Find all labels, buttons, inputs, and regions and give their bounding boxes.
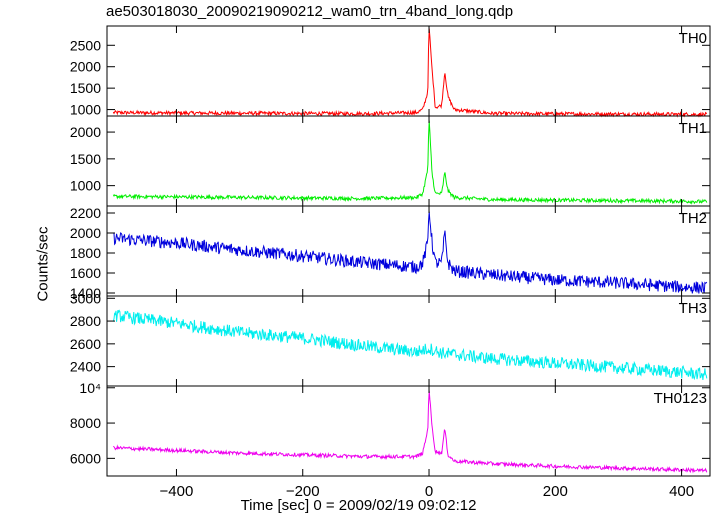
y-tick-label: 8000 bbox=[70, 415, 101, 431]
y-tick-label: 1500 bbox=[70, 151, 101, 167]
x-tick-label: −400 bbox=[160, 483, 194, 500]
series-line-th0123 bbox=[113, 390, 708, 474]
x-tick-label: 200 bbox=[543, 483, 568, 500]
y-tick-label: 2000 bbox=[70, 59, 101, 75]
y-tick-label: 2400 bbox=[70, 359, 101, 375]
x-tick-label: 400 bbox=[669, 483, 694, 500]
panel-label: TH2 bbox=[679, 210, 707, 227]
panel-label: TH1 bbox=[679, 120, 707, 137]
x-axis-label: Time [sec] 0 = 2009/02/19 09:02:12 bbox=[240, 497, 477, 514]
y-tick-label: 2200 bbox=[70, 205, 101, 221]
y-tick-label: 1800 bbox=[70, 245, 101, 261]
y-tick-label: 10⁴ bbox=[79, 380, 101, 396]
y-tick-label: 2800 bbox=[70, 313, 101, 329]
y-tick-label: 1400 bbox=[70, 285, 101, 301]
panel-label: TH0123 bbox=[654, 390, 707, 407]
y-tick-label: 6000 bbox=[70, 450, 101, 466]
series-line-th0 bbox=[112, 28, 708, 118]
y-tick-label: 1500 bbox=[70, 80, 101, 96]
x-tick-label: −200 bbox=[286, 483, 320, 500]
y-tick-label: 2600 bbox=[70, 336, 101, 352]
y-tick-label: 1000 bbox=[70, 178, 101, 194]
series-line-th3 bbox=[112, 309, 708, 381]
panel-frame bbox=[106, 25, 711, 117]
y-tick-label: 1600 bbox=[70, 265, 101, 281]
panel-label: TH0 bbox=[679, 30, 707, 47]
panel-frame bbox=[106, 295, 711, 387]
x-tick-label: 0 bbox=[425, 483, 433, 500]
panel-frame bbox=[106, 205, 711, 297]
y-tick-label: 1000 bbox=[70, 102, 101, 118]
chart-title: ae503018030_20090219090212_wam0_trn_4ban… bbox=[106, 3, 514, 20]
panel-label: TH3 bbox=[679, 300, 707, 317]
y-tick-label: 2000 bbox=[70, 225, 101, 241]
series-line-th2 bbox=[112, 211, 708, 294]
y-tick-label: 3000 bbox=[70, 290, 101, 306]
series-line-th1 bbox=[112, 120, 708, 205]
panel-frame bbox=[106, 385, 711, 477]
panel-frame bbox=[106, 115, 711, 207]
y-tick-label: 2000 bbox=[70, 124, 101, 140]
y-tick-label: 2500 bbox=[70, 37, 101, 53]
